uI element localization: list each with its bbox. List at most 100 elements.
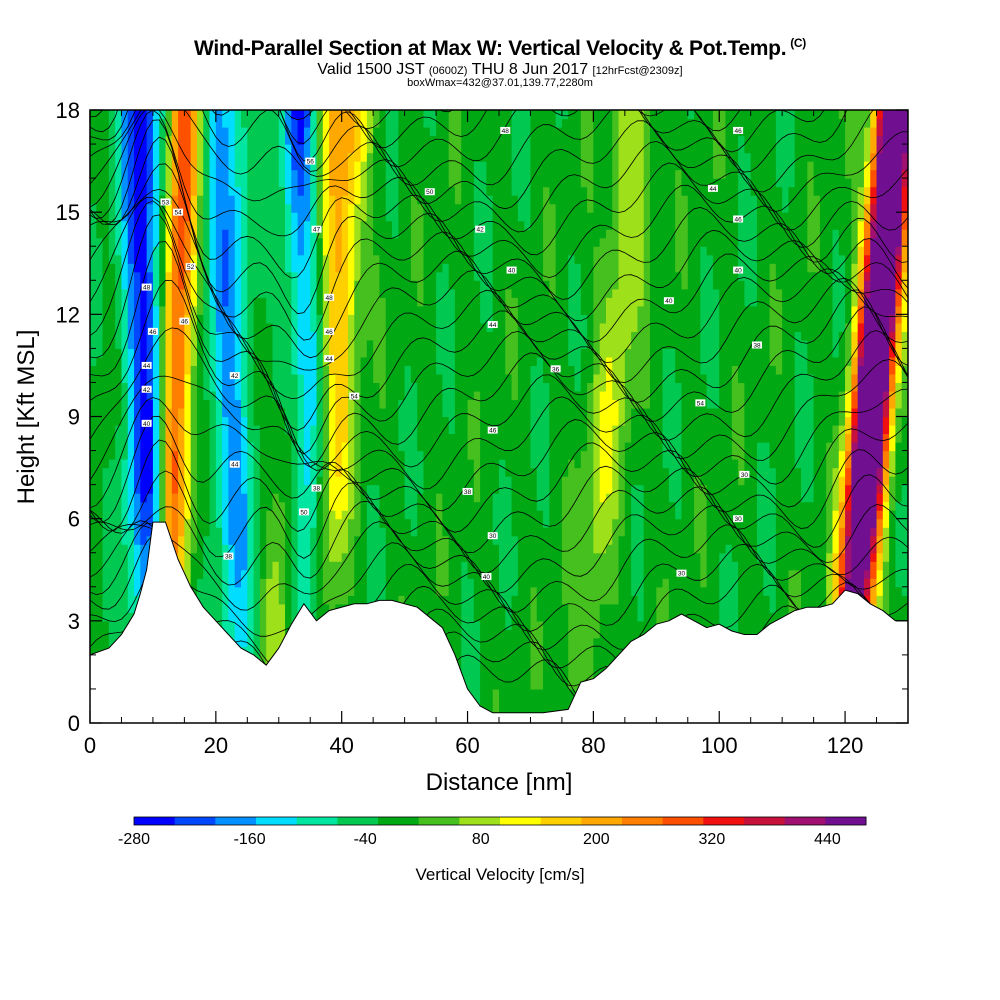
- heatmap-cell: [454, 484, 462, 494]
- heatmap-cell: [329, 305, 336, 315]
- heatmap-cell: [259, 407, 267, 418]
- heatmap-cell: [165, 476, 173, 486]
- heatmap-cell: [178, 382, 185, 392]
- heatmap-cell: [96, 390, 104, 401]
- heatmap-cell: [96, 237, 104, 247]
- heatmap-cell: [316, 288, 324, 298]
- heatmap-cell: [90, 348, 97, 358]
- heatmap-cell: [517, 603, 525, 613]
- heatmap-cell: [203, 288, 211, 298]
- heatmap-cell: [436, 195, 443, 205]
- heatmap-cell: [398, 518, 406, 528]
- heatmap-cell: [316, 169, 324, 179]
- heatmap-cell: [423, 425, 431, 435]
- heatmap-cell: [171, 144, 179, 154]
- heatmap-cell: [461, 407, 469, 418]
- heatmap-cell: [461, 450, 469, 460]
- heatmap-cell: [171, 195, 179, 205]
- heatmap-cell: [253, 501, 261, 511]
- heatmap-cell: [486, 654, 494, 664]
- heatmap-cell: [184, 297, 192, 307]
- heatmap-cell: [190, 246, 198, 256]
- heatmap-cell: [178, 297, 185, 307]
- heatmap-cell: [480, 493, 488, 503]
- heatmap-cell: [127, 331, 135, 341]
- heatmap-cell: [215, 603, 223, 613]
- heatmap-cell: [410, 348, 418, 358]
- heatmap-cell: [285, 595, 292, 605]
- heatmap-cell: [354, 263, 362, 273]
- heatmap-cell: [373, 450, 381, 460]
- heatmap-cell: [178, 339, 185, 349]
- heatmap-cell: [448, 356, 456, 367]
- heatmap-cell: [228, 161, 236, 171]
- heatmap-cell: [215, 314, 223, 324]
- heatmap-cell: [152, 314, 160, 324]
- heatmap-cell: [467, 646, 475, 656]
- heatmap-cell: [373, 288, 381, 298]
- heatmap-cell: [303, 110, 311, 120]
- heatmap-cell: [134, 407, 141, 418]
- heatmap-cell: [297, 144, 305, 154]
- heatmap-cell: [316, 510, 324, 520]
- heatmap-cell: [467, 322, 475, 332]
- heatmap-cell: [480, 229, 488, 239]
- heatmap-cell: [222, 501, 230, 511]
- heatmap-cell: [196, 518, 204, 528]
- heatmap-cell: [127, 297, 135, 307]
- heatmap-cell: [152, 322, 160, 332]
- heatmap-cell: [196, 305, 204, 315]
- heatmap-cell: [297, 484, 305, 494]
- heatmap-cell: [259, 595, 267, 605]
- heatmap-cell: [146, 237, 154, 247]
- heatmap-cell: [178, 467, 185, 477]
- heatmap-cell: [379, 535, 387, 545]
- heatmap-cell: [209, 586, 217, 596]
- heatmap-cell: [379, 195, 387, 205]
- heatmap-cell: [152, 356, 160, 367]
- heatmap-cell: [102, 365, 110, 375]
- heatmap-cell: [134, 356, 141, 367]
- heatmap-cell: [234, 595, 242, 605]
- heatmap-cell: [473, 305, 481, 315]
- heatmap-cell: [134, 535, 141, 545]
- heatmap-cell: [385, 271, 393, 281]
- heatmap-cell: [316, 552, 324, 562]
- heatmap-cell: [473, 680, 481, 690]
- heatmap-cell: [329, 416, 336, 426]
- heatmap-cell: [341, 518, 349, 528]
- heatmap-cell: [203, 280, 211, 290]
- heatmap-cell: [322, 203, 330, 213]
- heatmap-cell: [517, 331, 525, 341]
- heatmap-cell: [234, 178, 242, 188]
- heatmap-cell: [492, 705, 500, 716]
- heatmap-cell: [517, 416, 525, 426]
- heatmap-cell: [322, 348, 330, 358]
- heatmap-cell: [203, 169, 211, 179]
- heatmap-cell: [373, 110, 381, 120]
- heatmap-cell: [152, 237, 160, 247]
- heatmap-cell: [108, 161, 116, 171]
- heatmap-cell: [442, 356, 450, 367]
- heatmap-cell: [436, 390, 443, 401]
- heatmap-cell: [379, 254, 387, 264]
- heatmap-cell: [140, 339, 148, 349]
- heatmap-cell: [247, 118, 255, 128]
- heatmap-cell: [159, 229, 167, 239]
- heatmap-cell: [159, 186, 167, 196]
- heatmap-cell: [505, 118, 513, 128]
- heatmap-cell: [360, 331, 368, 341]
- heatmap-cell: [102, 314, 110, 324]
- heatmap-cell: [423, 331, 431, 341]
- heatmap-cell: [517, 382, 525, 392]
- heatmap-cell: [96, 135, 104, 145]
- heatmap-cell: [266, 595, 274, 605]
- heatmap-cell: [322, 110, 330, 120]
- heatmap-cell: [165, 365, 173, 375]
- heatmap-cell: [228, 297, 236, 307]
- heatmap-cell: [203, 348, 211, 358]
- heatmap-cell: [178, 229, 185, 239]
- heatmap-cell: [454, 382, 462, 392]
- heatmap-cell: [499, 586, 506, 596]
- heatmap-cell: [505, 110, 513, 120]
